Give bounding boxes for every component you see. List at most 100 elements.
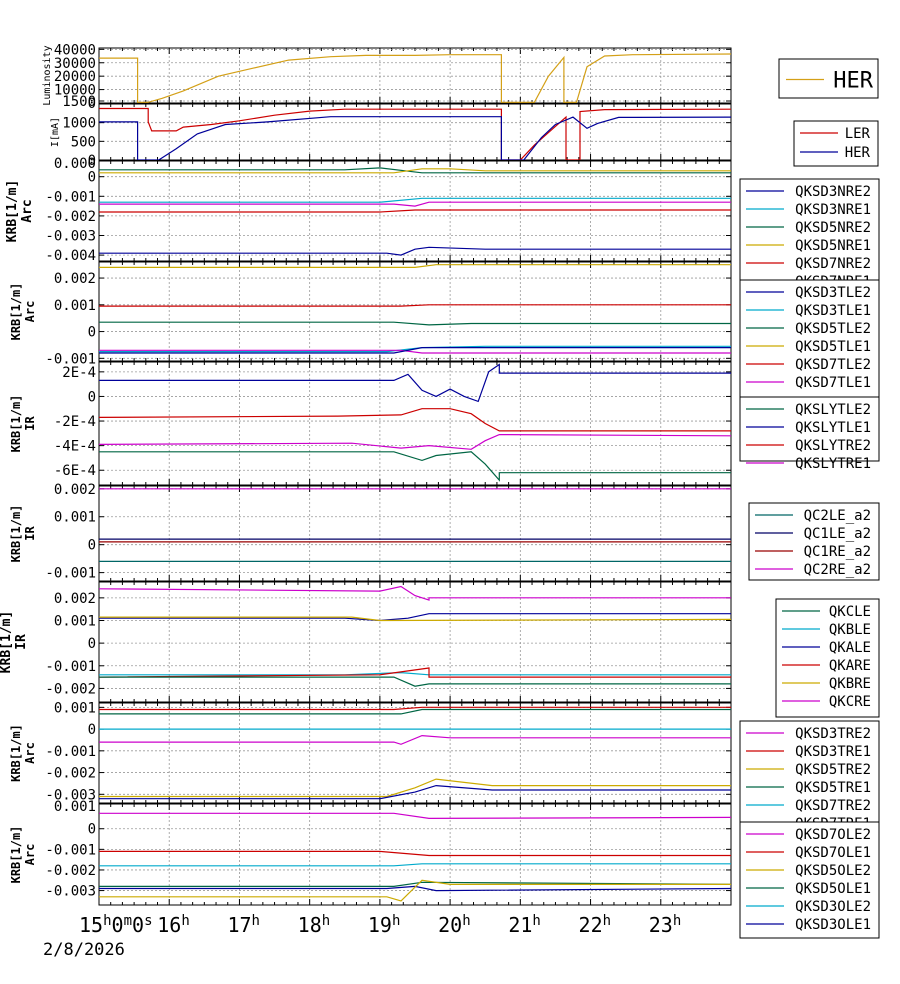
series-group	[99, 363, 731, 482]
legend-label: QKSD5TLE1	[795, 339, 871, 355]
x-tick-label: 15h0m0s	[79, 913, 153, 937]
series-qksd5tle1	[99, 264, 731, 268]
series-qksd3nre1	[99, 197, 731, 203]
legend-label: QKSD3NRE1	[795, 202, 871, 218]
x-tick-label: 20h	[438, 913, 471, 937]
legend-label: QKSD3TRE1	[795, 744, 871, 760]
y-tick-label: 0	[88, 153, 96, 169]
y-tick-label: 40000	[54, 42, 96, 58]
series-qksd3tre1	[99, 706, 731, 711]
legend-box	[739, 279, 880, 399]
x-tick-label-part: s	[144, 913, 152, 929]
x-tick-label-part: 17	[227, 913, 251, 937]
y-tick-label: 0	[88, 822, 96, 838]
y-tick-label: 0.002	[54, 271, 96, 287]
x-tick-label-part: 21	[508, 913, 532, 937]
legend-box	[775, 598, 880, 718]
y-tick-label: 500	[71, 134, 96, 150]
y-tick-label: 1000	[62, 116, 96, 132]
series-group	[99, 812, 731, 902]
y-tick-label: 2E-4	[62, 365, 96, 381]
y-axis-label: Arc	[23, 844, 37, 866]
legend-label: QKALE	[829, 640, 871, 656]
y-axis-label: IR	[23, 416, 37, 431]
y-tick-label: -6E-4	[54, 463, 96, 479]
series-group	[99, 107, 731, 160]
series-group	[99, 167, 731, 256]
y-tick-label: 0.001	[54, 700, 96, 716]
x-tick-label-part: h	[181, 913, 189, 929]
series-qksd3ole2	[99, 863, 731, 867]
x-tick-label: 17h	[227, 913, 260, 937]
x-tick-label-part: 23	[649, 913, 673, 937]
series-qksd5tre1	[99, 708, 731, 715]
series-qksd5tre2	[99, 778, 731, 798]
legend-label: QKSD7TLE1	[795, 375, 871, 391]
legend-label: QKBRE	[829, 676, 871, 692]
plot-frame	[98, 160, 732, 262]
y-axis-label: KRB[1/m]	[9, 395, 23, 453]
x-tick-label-part: h	[673, 913, 681, 929]
y-tick-label: -0.001	[45, 842, 96, 858]
y-tick-label: 0.002	[54, 591, 96, 607]
y-tick-label: 0	[88, 538, 96, 554]
legend-5: QKSLYTLE2 QKSLYTLE1 QKSLYTRE2 QKSLYTRE1	[739, 396, 880, 472]
y-axis-label: KRB[1/m]	[9, 505, 23, 563]
legend-label: QKARE	[829, 658, 871, 674]
panel-9: 0 -0.001 -0.002 -0.003 0.001 KRB[1/m] Arc	[9, 799, 732, 906]
x-tick-label-part: h	[462, 913, 470, 929]
y-tick-label: -0.002	[45, 863, 96, 879]
series-qkale	[99, 613, 731, 622]
y-tick-label: 0	[88, 722, 96, 738]
x-tick-label-part: 22	[579, 913, 603, 937]
x-tick-label-part: 0	[132, 913, 144, 937]
legend-box	[739, 396, 880, 462]
legend-label: QKSD3OLE1	[795, 917, 871, 933]
series-qksd5nre1	[99, 168, 731, 174]
legend-label: QKCRE	[829, 694, 871, 710]
series-qkslytle1	[99, 363, 731, 403]
y-tick-label: -0.003	[45, 787, 96, 803]
series-qksd5tle2	[99, 321, 731, 326]
legend-label: QKCLE	[829, 604, 871, 620]
y-tick-label: 0.001	[54, 613, 96, 629]
panel-7: 0.002 0.001 0 -0.001 -0.002 KRB[1/m] IR	[0, 581, 732, 703]
y-tick-label: 0	[88, 325, 96, 341]
legend-label: QKSD3NRE2	[795, 184, 871, 200]
series-her	[99, 53, 731, 103]
plot-frame	[98, 702, 732, 804]
legend-3: QKSD3NRE2 QKSD3NRE1 QKSD5NRE2 QKSD5NRE1 QKSD…	[739, 178, 880, 298]
x-tick-label-part: 19	[368, 913, 392, 937]
y-tick-label: 0	[88, 170, 96, 186]
legend-label: HER	[845, 145, 871, 161]
y-axis-label: KRB[1/m]	[0, 611, 14, 674]
y-tick-label: -0.003	[45, 884, 96, 900]
y-axis-label: Luminosity	[42, 45, 53, 105]
x-tick-label: 22h	[579, 913, 612, 937]
legend-label: QKSD7TRE2	[795, 798, 871, 814]
legend-label: QKSD5TLE2	[795, 321, 871, 337]
legend-9: QKSD7OLE2 QKSD7OLE1 QKSD5OLE2 QKSD5OLE1 QKSD…	[739, 821, 880, 939]
y-tick-label: -4E-4	[54, 439, 96, 455]
series-qksd7ole2	[99, 812, 731, 820]
plot-frame	[98, 261, 732, 362]
legend-box	[748, 502, 880, 581]
series-qksd3tre2	[99, 734, 731, 745]
legend-label: QKSD7OLE2	[795, 827, 871, 843]
legend-label: QKSD5OLE2	[795, 863, 871, 879]
series-qksd7ole1	[99, 850, 731, 857]
y-tick-label: 0.001	[54, 510, 96, 526]
y-tick-label: 0.000	[54, 156, 96, 172]
legend-label: QKSD5NRE1	[795, 238, 871, 254]
y-axis-label: IR	[23, 526, 37, 541]
x-tick-label-part: h	[103, 913, 111, 929]
series-ler	[99, 107, 731, 160]
x-tick-label: 19h	[368, 913, 401, 937]
series-qkslytre1	[99, 433, 731, 450]
legend-label: QKSD5OLE1	[795, 881, 871, 897]
x-tick-label-part: 16	[157, 913, 181, 937]
legend-label: QKSLYTRE2	[795, 438, 871, 454]
y-tick-label: 20000	[54, 69, 96, 85]
x-tick-label: 21h	[508, 913, 541, 937]
legend-7: QKCLE QKBLE QKALE QKARE QKBRE QKCRE	[775, 598, 880, 718]
